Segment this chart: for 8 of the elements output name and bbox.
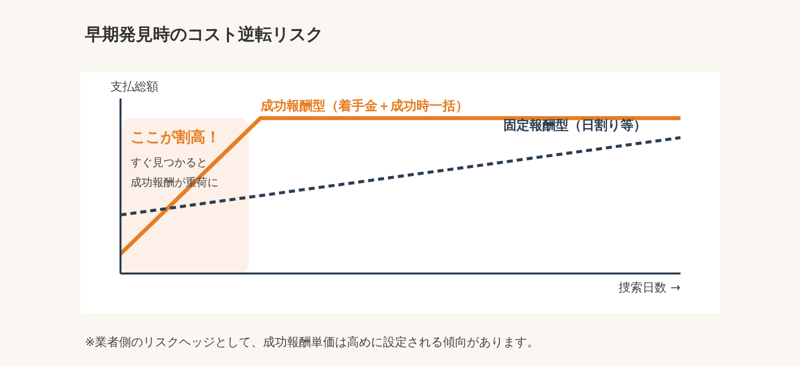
annotation: ここが割高！: [130, 128, 220, 146]
series-label: 成功報酬型（着手金＋成功時一括）: [260, 98, 468, 114]
y-axis-title: 支払総額: [110, 80, 158, 94]
text: ※業者側のリスクヘッジとして、成功報酬単価は高めに設定される傾向があります。: [85, 334, 540, 351]
x-axis-title: 捜索日数 →: [618, 280, 681, 294]
chart-title: 早期発見時のコスト逆転リスク: [85, 24, 323, 47]
series-label: 固定報酬型（日割り等）: [504, 118, 646, 134]
annotation: すぐ見つかると: [130, 156, 208, 170]
